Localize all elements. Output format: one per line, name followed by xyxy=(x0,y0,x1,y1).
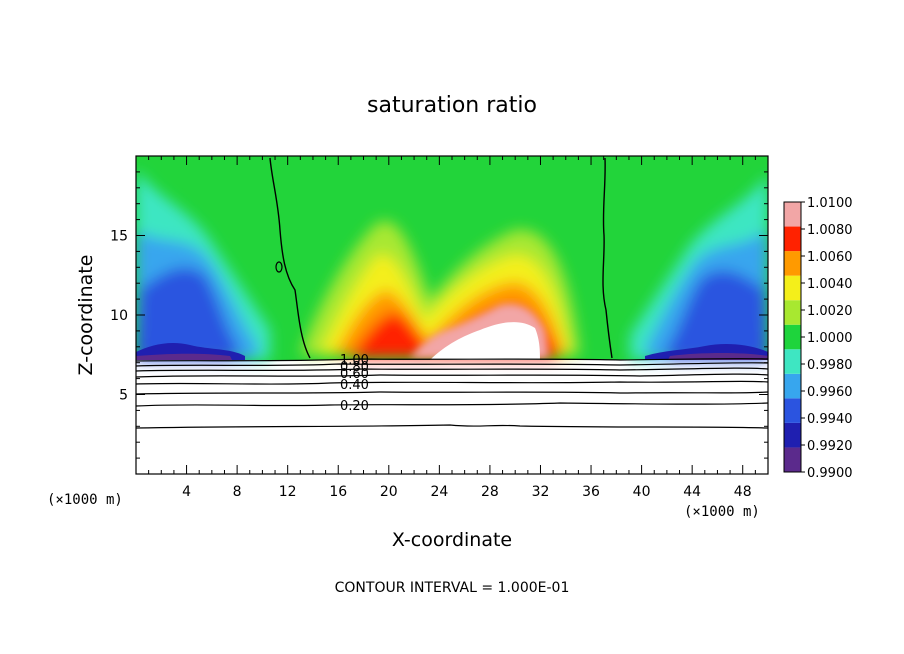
x-tick-label: 24 xyxy=(430,484,448,500)
colorbar-label: 0.9920 xyxy=(807,439,853,454)
x-tick-label: 44 xyxy=(683,484,701,500)
unity-contour-left xyxy=(269,157,311,359)
colorbar-segment xyxy=(784,202,801,227)
x-tick-label: 40 xyxy=(633,484,651,500)
y-tick-label: 5 xyxy=(119,388,128,404)
colorbar-label: 1.0060 xyxy=(807,250,853,265)
contour-lines xyxy=(136,357,768,429)
colorbar-label: 0.9960 xyxy=(807,385,853,400)
y-axis: 5 10 15 xyxy=(110,171,768,459)
colorbar-segment xyxy=(784,251,801,276)
x-axis-label: X-coordinate xyxy=(392,529,512,551)
colorbar-label: 1.0040 xyxy=(807,277,853,292)
contour-label: 1.00 xyxy=(340,353,369,368)
contour-interval-note: CONTOUR INTERVAL = 1.000E-01 xyxy=(335,580,570,596)
plot-area xyxy=(136,156,768,474)
colorbar-segment xyxy=(784,226,801,252)
contour-label: 0.60 xyxy=(340,367,369,382)
colorbar-label: 1.0000 xyxy=(807,331,853,346)
colorbar-segment xyxy=(784,300,801,325)
x-tick-label: 16 xyxy=(329,484,347,500)
colorbar: 0.9900 0.9920 0.9940 0.9960 0.9980 1.0000 1.00… xyxy=(783,196,853,481)
x-tick-label: 28 xyxy=(481,484,499,500)
colorbar-label: 0.9900 xyxy=(807,466,853,481)
colorbar-label: 1.0020 xyxy=(807,304,853,319)
saturation-field xyxy=(136,156,768,360)
colorbar-segment xyxy=(784,398,801,423)
y-axis-label: Z-coordinate xyxy=(75,255,97,376)
contour-label: 0.80 xyxy=(340,360,369,375)
x-tick-label: 32 xyxy=(532,484,550,500)
colorbar-segment xyxy=(784,447,801,472)
y-tick-label: 10 xyxy=(110,308,128,324)
x-tick-label: 4 xyxy=(182,484,191,500)
colorbar-label: 1.0100 xyxy=(807,196,853,211)
y-tick-label: 15 xyxy=(110,229,128,245)
x-axis: 4 8 12 16 20 24 28 32 36 40 44 48 xyxy=(148,156,756,500)
x-tick-label: 8 xyxy=(233,484,242,500)
colorbar-segment xyxy=(784,373,801,399)
x-tick-label: 36 xyxy=(582,484,600,500)
colorbar-segment xyxy=(784,324,801,350)
x-tick-label: 12 xyxy=(279,484,297,500)
contour-label: 0.20 xyxy=(340,399,369,414)
contour-labels: 0.20 0.40 0.60 0.80 1.00 xyxy=(340,353,369,414)
colorbar-label: 1.0080 xyxy=(807,223,853,238)
colorbar-label: 0.9980 xyxy=(807,358,853,373)
colorbar-segment xyxy=(784,275,801,301)
x-unit-left: (×1000 m) xyxy=(47,492,123,508)
chart-title: saturation ratio xyxy=(367,93,537,118)
colorbar-segment xyxy=(784,349,801,374)
x-tick-label: 20 xyxy=(380,484,398,500)
colorbar-segment xyxy=(784,422,801,448)
contour-label: 0.40 xyxy=(340,378,369,393)
unity-contour-right xyxy=(602,157,613,359)
x-unit-right: (×1000 m) xyxy=(684,504,760,520)
x-tick-label: 48 xyxy=(734,484,752,500)
colorbar-label: 0.9940 xyxy=(807,412,853,427)
